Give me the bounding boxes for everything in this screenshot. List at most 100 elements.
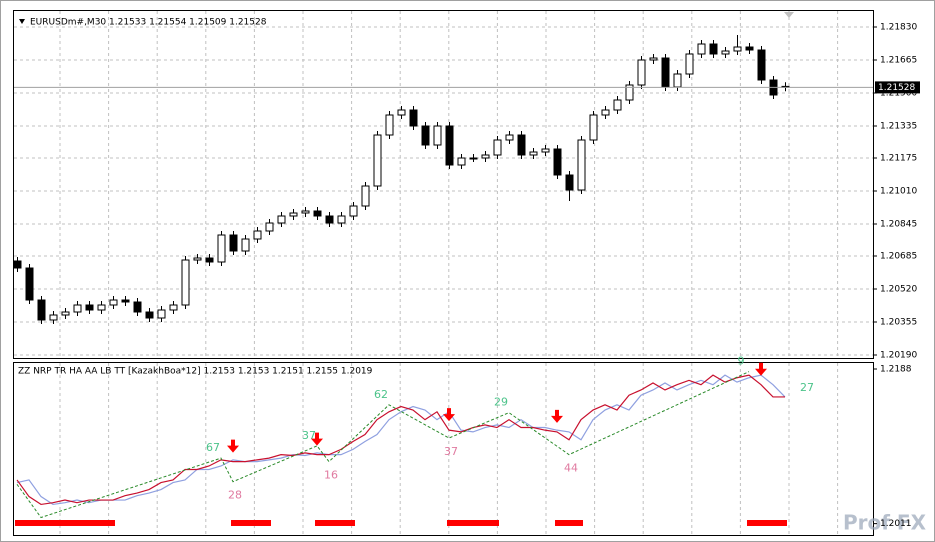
candle-body [385,114,394,136]
candle-body [541,148,550,153]
watermark: Prof FX [843,511,927,535]
candle-body [133,301,142,313]
indicator-panel-frame [13,362,874,536]
indicator-line [16,374,785,506]
candle-body [529,151,538,156]
y-tick-label: 1.21500 [880,89,917,99]
candle-body [277,215,286,224]
zigzag-label: 44 [564,462,578,475]
candle-body [493,139,502,156]
zigzag-label: 62 [374,388,388,401]
candle-body [73,304,82,313]
y-tick-label: 1.2011 [880,519,912,529]
candle-body [637,59,646,86]
zigzag-last-label: 27 [800,381,814,394]
signal-bar [15,520,115,526]
candle-body [625,84,634,101]
candle-body [469,157,478,160]
y-tick-label: 1.20190 [880,351,917,361]
candle-body [661,57,670,88]
candle-body [757,49,766,81]
zigzag-label: 9 [738,355,745,368]
y-tick-label: 1.21175 [880,154,917,164]
signal-bar [447,520,499,526]
candle-body [121,299,130,303]
current-price-label: 1.21528 [878,83,915,93]
candle-body [145,311,154,319]
indicator-title: ZZ NRP TR HA AA LB TT [KazakhBoa*12] 1.2… [18,367,373,377]
candle-body [553,148,562,176]
candle-body [589,114,598,141]
y-tick-label: 1.20685 [880,252,917,262]
y-tick-label: 1.20355 [880,318,917,328]
candle-body [193,257,202,261]
candle-body [97,304,106,311]
signal-arrow [227,439,239,453]
candle-body [565,174,574,191]
zigzag-label: 29 [494,396,508,409]
signal-arrow [311,432,323,446]
y-tick-label: 1.21665 [880,56,917,66]
symbol-menu-marker [19,19,25,24]
candle-body [433,125,442,146]
candle-body [289,212,298,217]
y-tick-label: 1.2188 [880,364,912,374]
candle-body [517,134,526,156]
y-tick-label: 1.20845 [880,220,917,230]
signal-arrow [551,409,563,423]
candle-body [241,238,250,252]
candle-body [721,50,730,55]
candle-body [505,134,514,141]
indicator-line [16,374,786,506]
candle-body [301,210,310,214]
candle-body [25,267,34,301]
candle-body [49,314,58,321]
signal-bar [555,520,583,526]
signal-bar [747,520,787,526]
zigzag-label: 28 [228,489,242,502]
candle-body [409,109,418,127]
candle-body [745,46,754,51]
candle-body [697,43,706,55]
candle-body [229,234,238,252]
candle-body [649,57,658,61]
candle-body [613,99,622,111]
candle-body [457,157,466,166]
candle-body [709,43,718,55]
signal-arrow [443,408,455,422]
candle-body [397,109,406,116]
candle-body [337,215,346,224]
candle-body [37,299,46,321]
zigzag-label: 16 [324,469,338,482]
candle-body [733,46,742,52]
chart-title: EURUSDm#,M30 1.21533 1.21554 1.21509 1.2… [30,18,267,28]
candle-body [481,154,490,159]
candle-body [445,125,454,166]
signal-bar [315,520,355,526]
main-panel-frame [13,10,874,359]
current-price-box [875,81,920,94]
candle-body [685,53,694,75]
y-tick-label: 1.21010 [880,187,917,197]
y-tick-label: 1.21830 [880,23,917,33]
candle-body [157,309,166,319]
y-tick-label: 1.20520 [880,285,917,295]
candle-body [85,304,94,311]
candle-body [313,210,322,217]
candle-body [577,139,586,191]
candle-body [349,205,358,217]
candle-body [109,299,118,306]
candle-body [13,260,22,269]
candle-body [265,222,274,232]
zigzag-label: 67 [206,441,220,454]
signal-bar [231,520,271,526]
signal-arrow [755,362,767,376]
candle-body [253,230,262,240]
chart-shift-marker [784,12,794,18]
candle-body [169,304,178,311]
candle-body [361,185,370,207]
y-tick-label: 1.21335 [880,122,917,132]
zigzag-label: 37 [444,445,458,458]
